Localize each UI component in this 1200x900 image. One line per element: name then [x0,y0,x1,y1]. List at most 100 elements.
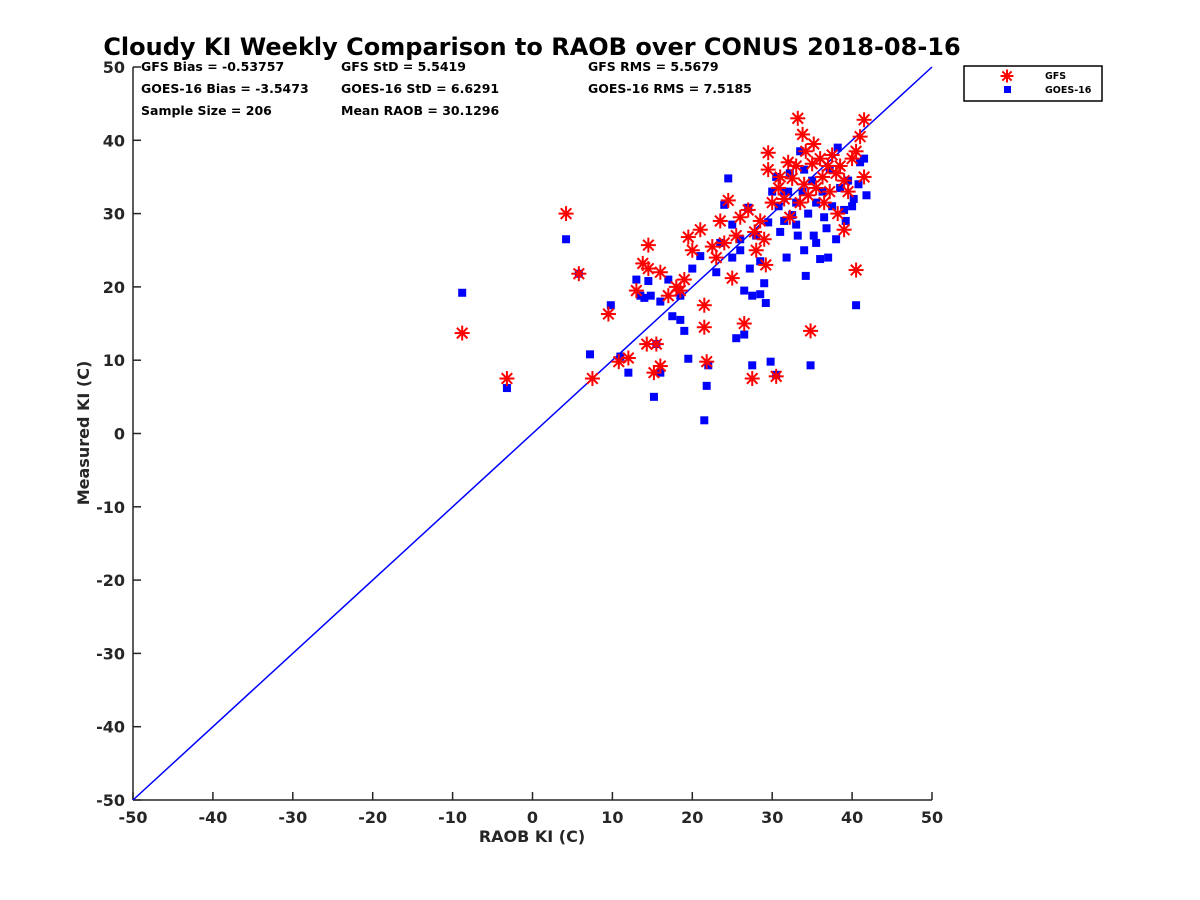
goes16-point [745,264,754,273]
goes16-point [822,224,831,233]
gfs-point [804,156,820,172]
stat-mean-raob: Mean RAOB = 30.1296 [341,103,499,118]
gfs-point [748,242,764,258]
gfs-point [836,173,852,189]
goes16-point [833,143,842,152]
goes16-point [748,361,757,370]
gfs-point [852,129,868,145]
goes16-point [828,202,837,211]
goes16-point [736,246,745,255]
goes16-point [800,246,809,255]
y-tick-label: 30 [103,205,125,224]
goes16-point [684,354,693,363]
gfs-point [796,176,812,192]
stat-gfs-bias: GFS Bias = -0.53757 [141,59,284,74]
goes16-point [780,216,789,225]
stat-goes16-std: GOES-16 StD = 6.6291 [341,81,499,96]
gfs-point [696,297,712,313]
goes16-point [804,209,813,218]
goes16-point [774,202,783,211]
gfs-point [758,257,774,273]
gfs-point [784,170,800,186]
goes16-point [668,312,677,321]
y-tick-label: -30 [96,644,125,663]
goes16-point [756,290,765,299]
gfs-point [744,371,760,387]
gfs-point [840,184,856,200]
gfs-point [600,306,616,322]
gfs-point [848,143,864,159]
gfs-point [788,158,804,174]
goes16-point [740,330,749,339]
gfs-point [747,224,763,240]
gfs-point [720,192,736,208]
gfs-point [760,145,776,161]
goes16-point [860,154,869,163]
gfs-point [815,169,831,185]
goes16-point [676,315,685,324]
gfs-point [808,180,824,196]
gfs-point [699,354,715,370]
gfs-point [454,325,470,341]
gfs-point [728,228,744,244]
goes16-point [836,183,845,192]
legend-gfs-asterisk [1000,69,1014,83]
gfs-point [832,158,848,174]
legend-gfs-marker [1000,69,1014,83]
gfs-point [848,262,864,278]
x-tick-label: 50 [921,808,943,827]
goes16-point [728,253,737,262]
legend: GFS GOES-16 [963,65,1103,102]
stat-goes16-bias: GOES-16 Bias = -3.5473 [141,81,309,96]
gfs-point [776,191,792,207]
gfs-point [772,169,788,185]
goes16-point [502,384,511,393]
x-tick-label: 20 [681,808,703,827]
goes16-point [798,187,807,196]
x-tick-label: -20 [358,808,387,827]
gfs-point [712,213,728,229]
goes16-point [640,293,649,302]
goes16-point [793,231,802,240]
gfs-point [760,162,776,178]
statistics-panel: GFS Bias = -0.53757 GFS StD = 5.5419 GFS… [141,59,752,118]
y-tick-label: -40 [96,718,125,737]
goes16-point [832,235,841,244]
goes16-point [752,231,761,240]
goes16-point [562,235,571,244]
goes16-point [820,213,829,222]
goes16-point [724,174,733,183]
goes16-point [586,350,595,359]
gfs-point [620,350,636,366]
x-tick-label: 40 [841,808,863,827]
goes16-point [740,286,749,295]
gfs-point [696,319,712,335]
stat-sample-size: Sample Size = 206 [141,103,272,118]
goes16-point [458,288,467,297]
goes16-point [862,191,871,200]
gfs-point [790,110,806,126]
gfs-point [803,323,819,339]
legend-label-goes16: GOES-16 [1045,85,1092,96]
y-tick-label: 20 [103,278,125,297]
x-tick-label: -30 [278,808,307,827]
goes16-point [824,253,833,262]
goes16-point [700,416,709,425]
gfs-point [816,195,832,211]
goes16-point [761,299,770,308]
gfs-point [771,180,787,196]
goes16-point [800,165,809,174]
x-axis-label: RAOB KI (C) [479,827,585,846]
y-tick-label: 40 [103,131,125,150]
y-tick-label: -10 [96,498,125,517]
goes16-point [776,227,785,236]
goes16-point [852,301,861,310]
x-tick-label: -50 [119,808,148,827]
gfs-point [692,222,708,238]
gfs-point [836,222,852,238]
y-tick-label: 10 [103,351,125,370]
goes16-point [785,169,794,178]
goes16-point [812,238,821,247]
gfs-point [680,229,696,245]
goes16-point [848,202,857,211]
